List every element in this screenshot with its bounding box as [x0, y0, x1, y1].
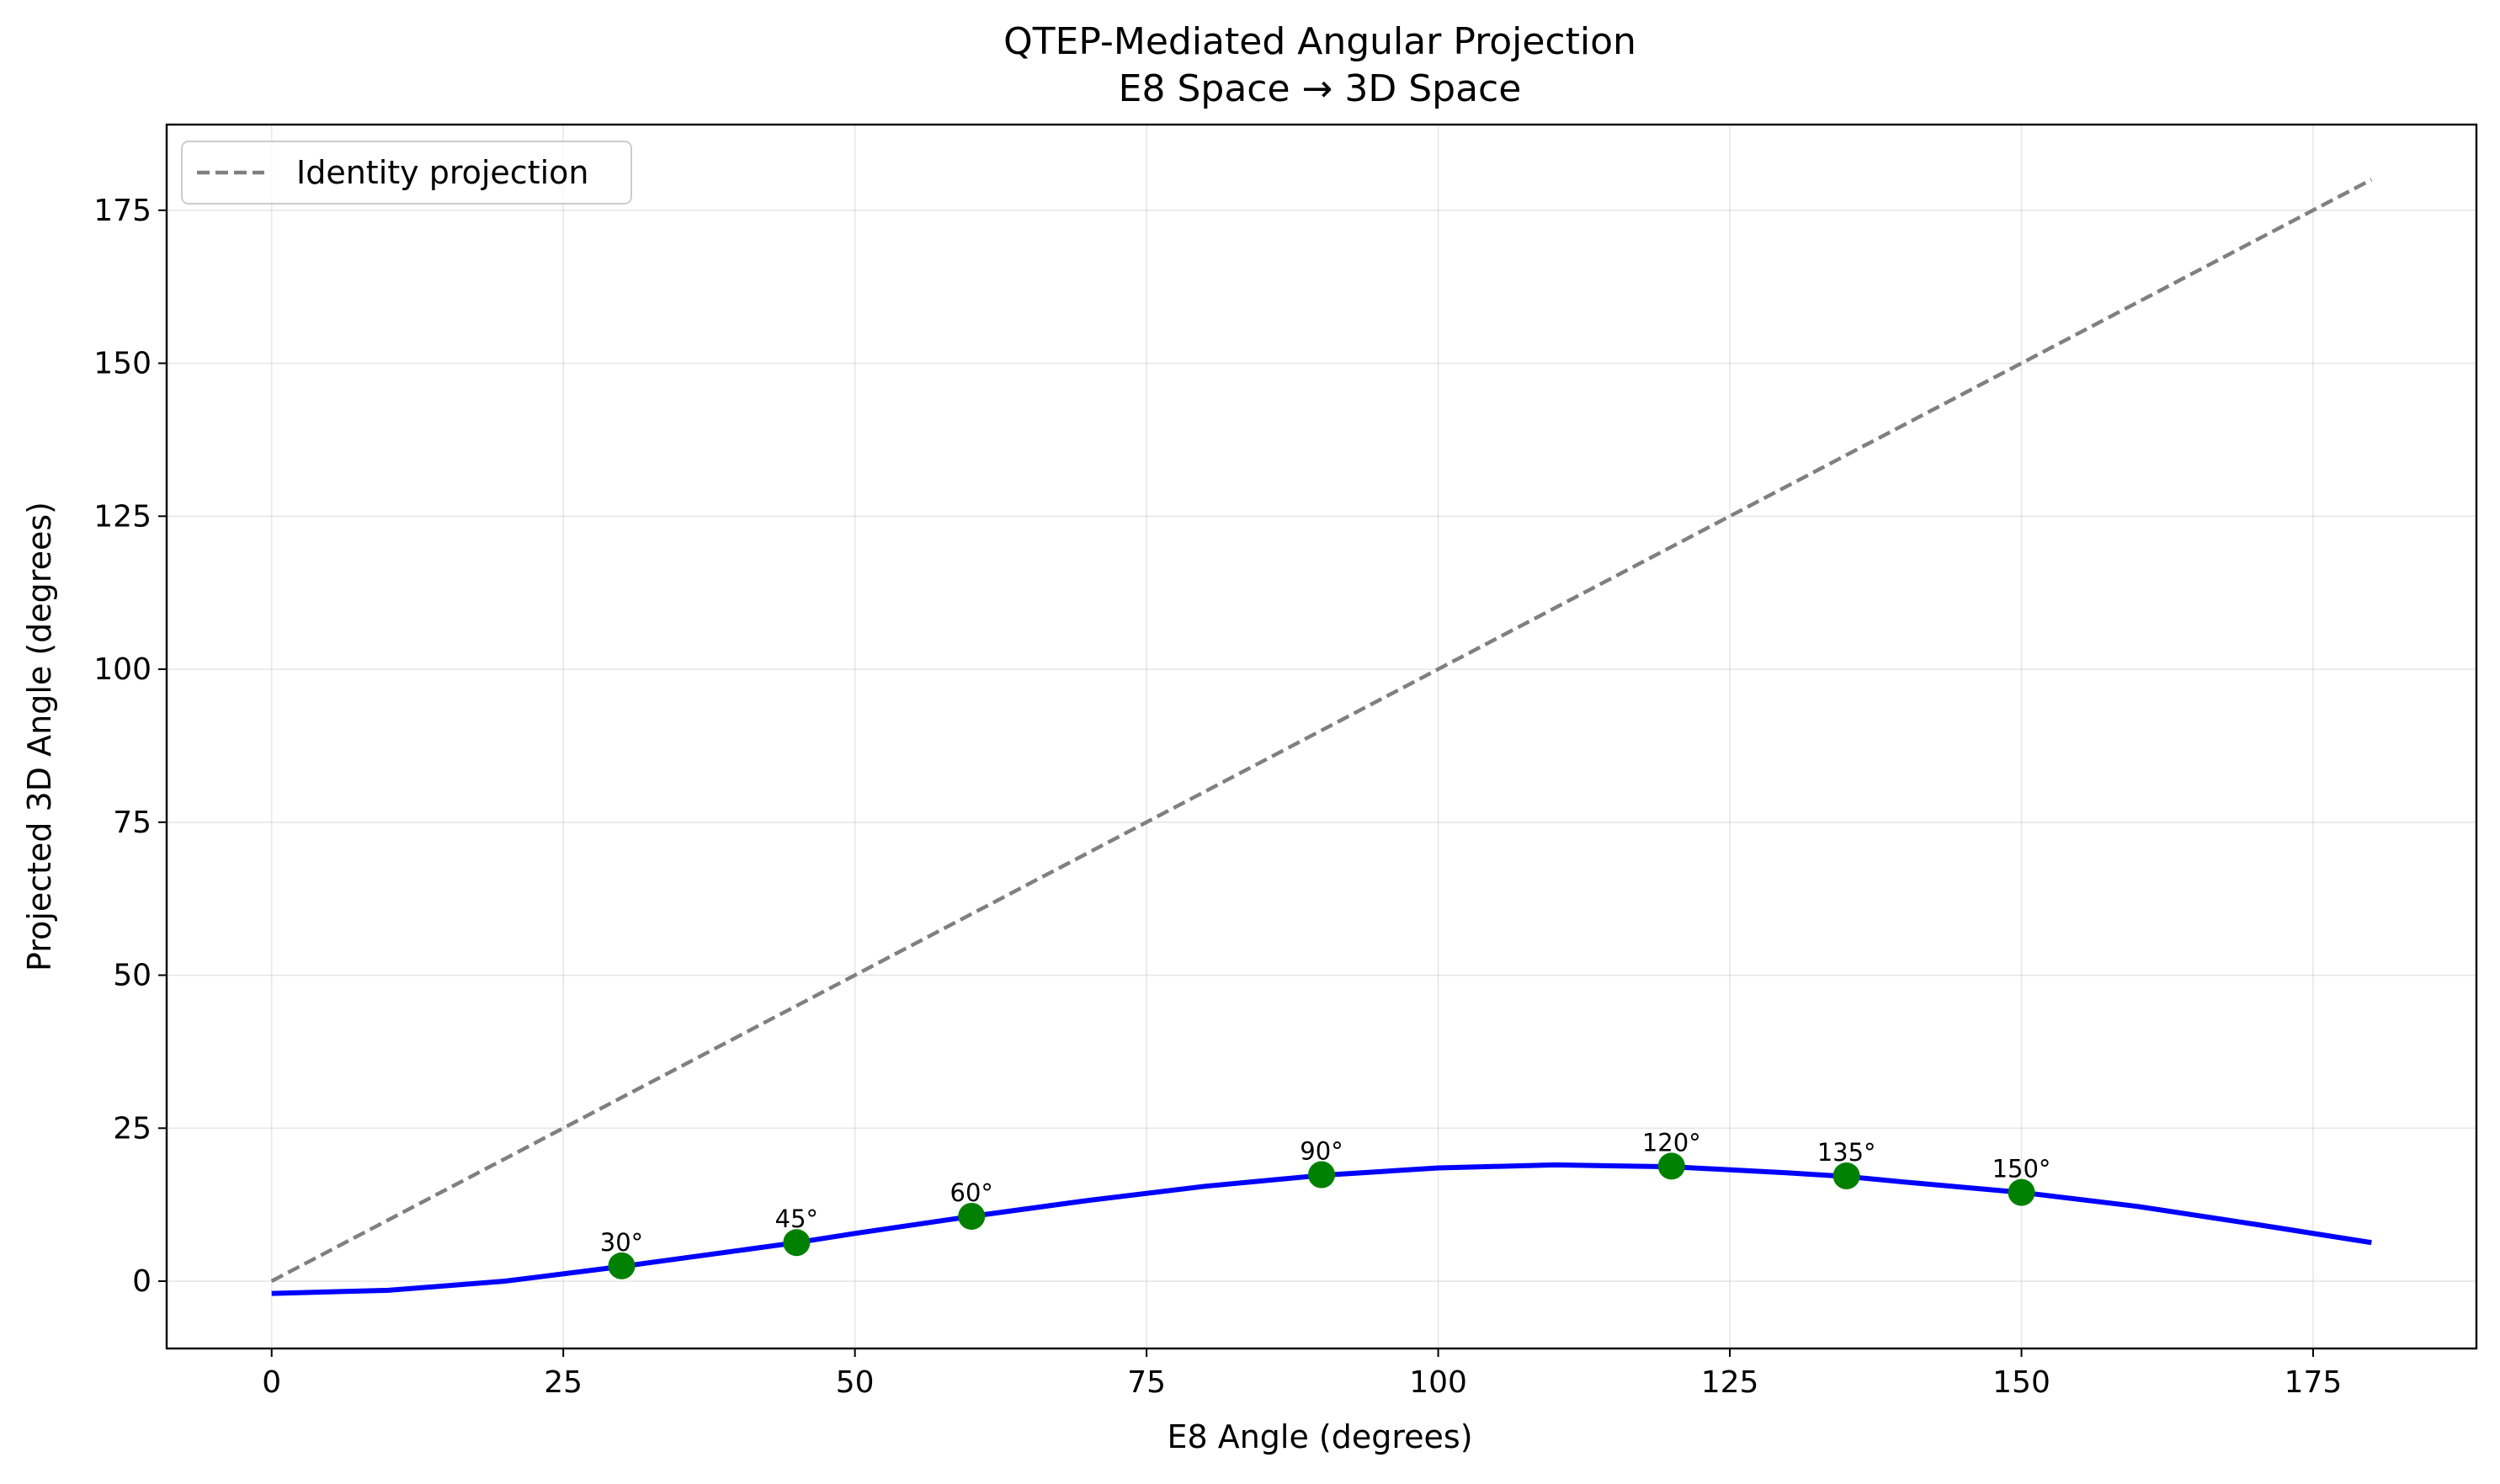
- chart-subtitle: E8 Space → 3D Space: [1119, 67, 1522, 110]
- data-point-marker: [958, 1202, 986, 1230]
- data-point-label: 120°: [1642, 1128, 1701, 1157]
- x-tick-label: 100: [1409, 1365, 1467, 1400]
- y-tick-label: 125: [93, 499, 152, 534]
- x-tick-label: 150: [1992, 1365, 2051, 1400]
- data-point-marker: [608, 1252, 636, 1279]
- y-tick-label: 100: [93, 652, 152, 687]
- x-tick-label: 50: [836, 1365, 875, 1400]
- plot-frame: [165, 123, 2478, 1350]
- y-tick-label: 0: [132, 1264, 152, 1299]
- legend: Identity projection: [181, 141, 632, 205]
- legend-label: Identity projection: [296, 154, 589, 191]
- x-tick-label: 175: [2285, 1365, 2343, 1400]
- y-axis-label: Projected 3D Angle (degrees): [21, 502, 58, 971]
- data-point-marker: [783, 1229, 811, 1257]
- markers-layer: 30° 45° 60° 90° 120° 135° 150°: [600, 1128, 2051, 1279]
- y-tick-label: 25: [113, 1111, 152, 1146]
- grid: [167, 125, 2476, 1348]
- chart-title: QTEP-Mediated Angular Projection: [1003, 20, 1636, 63]
- y-tick-label: 75: [113, 806, 152, 840]
- x-tick-label: 75: [1127, 1365, 1166, 1400]
- data-point-label: 45°: [775, 1205, 818, 1233]
- data-point-label: 150°: [1992, 1155, 2051, 1183]
- identity-projection-line: [270, 178, 2373, 1283]
- y-tick-label: 150: [93, 347, 152, 381]
- x-tick-label: 25: [544, 1365, 582, 1400]
- legend-frame: [181, 141, 632, 205]
- y-tick-label: 50: [113, 959, 152, 993]
- data-point-marker: [1657, 1152, 1685, 1180]
- y-tick-label: 175: [93, 194, 152, 228]
- x-tick-label: 0: [262, 1365, 281, 1400]
- data-point-marker: [2008, 1178, 2035, 1206]
- data-point-marker: [1308, 1161, 1335, 1189]
- data-point-label: 60°: [950, 1178, 993, 1207]
- x-axis-label: E8 Angle (degrees): [1167, 1418, 1472, 1455]
- data-point-label: 30°: [600, 1228, 643, 1257]
- x-tick-label: 125: [1701, 1365, 1759, 1400]
- data-point-label: 90°: [1300, 1137, 1343, 1166]
- data-point-label: 135°: [1817, 1138, 1876, 1167]
- data-point-marker: [1832, 1162, 1860, 1189]
- ticks: 0 25 50 75 100 125 150 175 0 25 50 75 100 125 150 175: [93, 194, 2342, 1400]
